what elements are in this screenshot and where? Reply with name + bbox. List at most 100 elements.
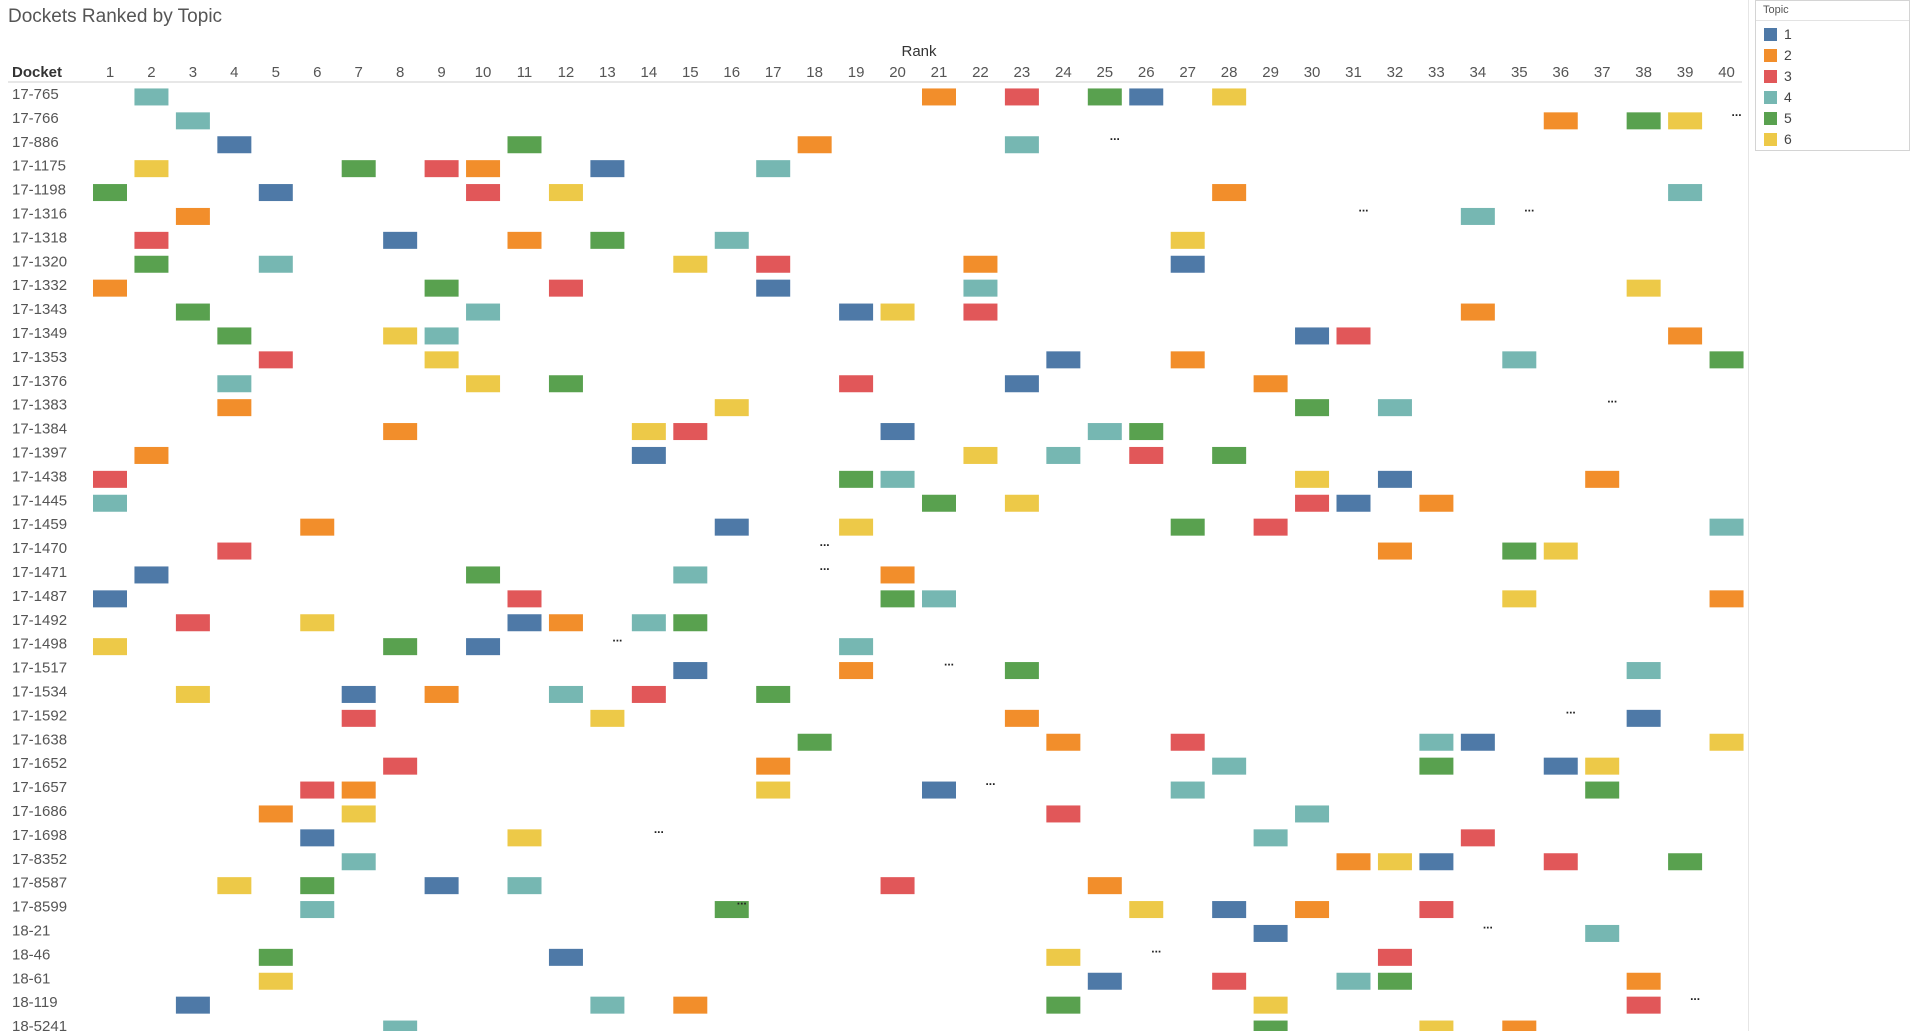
heatmap-cell: [1253, 996, 1288, 1014]
overflow-ellipsis-marker: ...: [1732, 105, 1742, 119]
docket-row-label: 17-1698: [12, 827, 67, 844]
heatmap-cell: [1129, 901, 1164, 919]
heatmap-cell: [217, 399, 252, 417]
heatmap-cell: [590, 160, 625, 178]
overflow-ellipsis-marker: ...: [820, 559, 830, 573]
heatmap-cell: [714, 518, 749, 536]
heatmap-cell: [466, 566, 501, 584]
heatmap-cell: [466, 303, 501, 321]
heatmap-cell: [1212, 901, 1247, 919]
heatmap-cell: [673, 662, 708, 680]
heatmap-cell: [1460, 733, 1495, 751]
rank-tick-label: 16: [723, 64, 740, 81]
heatmap-cell: [258, 184, 293, 202]
overflow-ellipsis-marker: ...: [944, 655, 954, 669]
heatmap-cell: [1419, 901, 1454, 919]
heatmap-cell: [922, 494, 956, 512]
heatmap-cell: [1626, 972, 1661, 990]
heatmap-cell: [590, 231, 625, 249]
rank-tick-label: 27: [1179, 64, 1196, 81]
overflow-ellipsis-marker: ...: [1110, 129, 1120, 143]
docket-row-label: 17-765: [12, 86, 59, 103]
rank-tick-label: 19: [848, 64, 865, 81]
heatmap-cell: [1004, 88, 1039, 106]
heatmap-cell: [134, 446, 169, 464]
heatmap-cell: [1004, 136, 1039, 154]
rank-tick-label: 18: [806, 64, 823, 81]
rank-tick-label: 9: [437, 64, 445, 81]
heatmap-cell: [922, 781, 956, 799]
heatmap-cell: [1543, 112, 1578, 130]
docket-row-label: 17-1492: [12, 612, 67, 629]
rank-tick-label: 10: [475, 64, 492, 81]
docket-row-label: 17-1318: [12, 229, 67, 246]
heatmap-cell: [1212, 972, 1247, 990]
heatmap-cell: [880, 423, 915, 441]
heatmap-cell: [93, 470, 127, 488]
heatmap-cell: [1377, 399, 1412, 417]
overflow-ellipsis-marker: ...: [985, 774, 995, 788]
heatmap-cell: [93, 279, 127, 297]
rank-tick-label: 3: [189, 64, 197, 81]
heatmap-cell: [1170, 231, 1205, 249]
heatmap-cell: [1046, 733, 1081, 751]
heatmap-cell: [1668, 184, 1703, 202]
heatmap-cell: [1336, 494, 1371, 512]
heatmap-cell: [1212, 88, 1247, 106]
docket-row-label: 17-1320: [12, 253, 67, 270]
heatmap-cell: [1709, 590, 1744, 608]
heatmap-cell: [880, 590, 915, 608]
heatmap-cell: [466, 375, 501, 393]
heatmap-cell: [1377, 470, 1412, 488]
heatmap-cell: [1377, 948, 1412, 966]
docket-row-label: 18-46: [12, 946, 50, 963]
heatmap-cell: [175, 207, 210, 225]
heatmap-cell: [300, 518, 335, 536]
heatmap-cell: [1046, 948, 1081, 966]
rank-tick-label: 1: [106, 64, 114, 81]
heatmap-cell: [1170, 518, 1205, 536]
heatmap-cell: [1419, 853, 1454, 871]
heatmap-cell: [1253, 1020, 1288, 1031]
rank-tick-label: 17: [765, 64, 782, 81]
heatmap-cell: [631, 446, 666, 464]
rank-tick-label: 40: [1718, 64, 1735, 81]
heatmap-cell: [93, 638, 127, 656]
heatmap-cell: [134, 231, 169, 249]
heatmap-cell: [1709, 518, 1744, 536]
heatmap-cell: [1502, 590, 1537, 608]
heatmap-cell: [1087, 423, 1122, 441]
heatmap-cell: [1543, 542, 1578, 560]
heatmap-cell: [300, 877, 335, 895]
heatmap-cell: [1626, 996, 1661, 1014]
heatmap-cell: [1087, 88, 1122, 106]
heatmap-cell: [839, 638, 874, 656]
heatmap-cell: [839, 375, 874, 393]
heatmap-cell: [714, 231, 749, 249]
heatmap-cell: [1626, 709, 1661, 727]
heatmap-cell: [756, 781, 791, 799]
rank-tick-label: 23: [1014, 64, 1031, 81]
heatmap-cell: [424, 279, 459, 297]
heatmap-cell: [1460, 829, 1495, 847]
heatmap-cell: [1087, 877, 1122, 895]
heatmap-cell: [175, 685, 210, 703]
heatmap-cell: [424, 160, 459, 178]
topic-legend[interactable]: Topic 1 2 3 4 5 6: [1755, 0, 1910, 151]
heatmap-cell: [1419, 494, 1454, 512]
heatmap-cell: [383, 231, 418, 249]
docket-row-label: 17-1384: [12, 421, 67, 438]
panel-divider: [1748, 0, 1749, 1031]
rank-tick-label: 32: [1387, 64, 1404, 81]
heatmap-cell: [1295, 470, 1330, 488]
heatmap-cell: [839, 518, 874, 536]
heatmap-cell: [1295, 494, 1330, 512]
heatmap-cell: [548, 614, 583, 632]
docket-row-label: 17-1332: [12, 277, 67, 294]
heatmap-cell: [1004, 709, 1039, 727]
heatmap-cell: [1253, 829, 1288, 847]
heatmap-cell: [963, 279, 998, 297]
heatmap-cell: [383, 1020, 418, 1031]
docket-row-label: 18-119: [12, 994, 58, 1011]
rank-tick-label: 34: [1470, 64, 1487, 81]
